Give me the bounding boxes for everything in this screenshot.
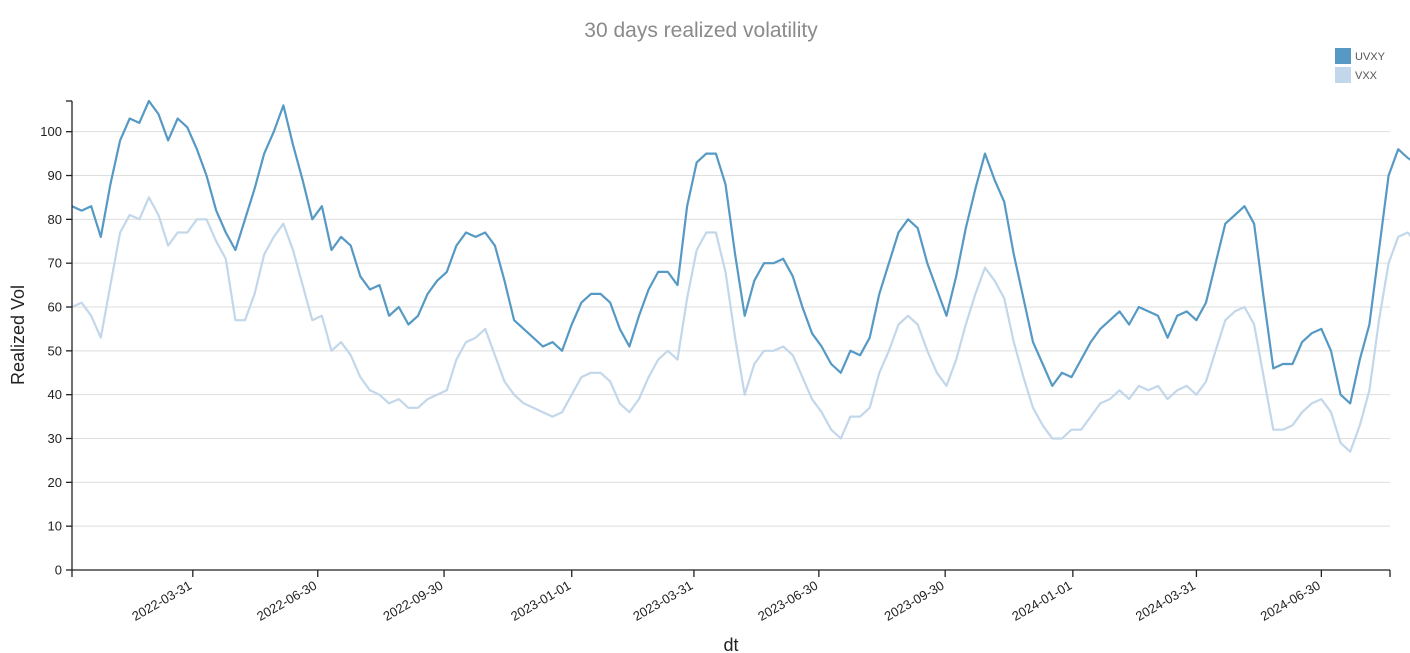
x-tick-label: 2022-03-31 <box>129 578 194 624</box>
y-tick-label: 90 <box>48 168 62 183</box>
legend-swatch-vxx <box>1335 67 1351 83</box>
y-tick-label: 20 <box>48 475 62 490</box>
legend-swatch-uvxy <box>1335 48 1351 64</box>
x-tick-label: 2023-09-30 <box>882 578 947 624</box>
y-tick-label: 40 <box>48 387 62 402</box>
x-tick-label: 2024-01-01 <box>1009 578 1074 624</box>
y-tick-label: 10 <box>48 519 62 534</box>
series-line-uvxy <box>71 99 1410 405</box>
x-tick-label: 2024-06-30 <box>1258 578 1323 624</box>
y-tick-label: 0 <box>55 563 62 578</box>
x-tick-label: 2024-03-31 <box>1133 578 1198 624</box>
y-tick-label: 80 <box>48 212 62 227</box>
legend-label-uvxy: UVXY <box>1355 51 1386 63</box>
x-tick-label: 2023-03-31 <box>630 578 695 624</box>
axes <box>66 100 1391 577</box>
y-axis-ticks: 0 10 20 30 40 50 60 70 80 90 100 <box>40 124 72 578</box>
y-axis-label: Realized Vol <box>8 285 28 385</box>
x-tick-label: 2022-09-30 <box>380 578 445 624</box>
x-tick-label: 2023-01-01 <box>508 578 573 624</box>
series-lines <box>71 99 1410 453</box>
y-tick-label: 60 <box>48 300 62 315</box>
y-tick-label: 50 <box>48 343 62 358</box>
y-tick-label: 70 <box>48 256 62 271</box>
x-axis-ticks: 2022-03-31 2022-06-30 2022-09-30 2023-01-01… <box>129 570 1323 624</box>
x-tick-label: 2023-06-30 <box>755 578 820 624</box>
gridlines <box>72 131 1390 527</box>
y-tick-label: 30 <box>48 431 62 446</box>
y-tick-label: 100 <box>40 124 62 139</box>
chart-title: 30 days realized volatility <box>584 19 818 42</box>
x-axis-label: dt <box>723 635 738 653</box>
legend: UVXY VXX <box>1335 48 1386 83</box>
x-tick-label: 2022-06-30 <box>254 578 319 624</box>
legend-label-vxx: VXX <box>1355 70 1378 82</box>
series-line-vxx <box>71 196 1410 453</box>
